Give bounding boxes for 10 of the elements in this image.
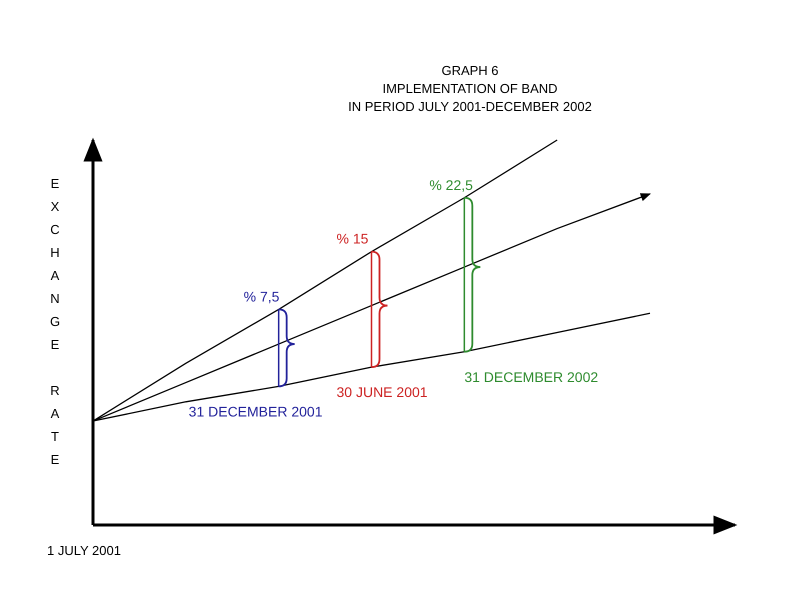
chart-title: GRAPH 6 (441, 63, 499, 78)
chart-subtitle: IMPLEMENTATION OF BAND IN PERIOD JULY 2001-DECEMBER 2002 (348, 81, 592, 114)
annotation: % 22,5 (429, 176, 474, 193)
x-axis-title: 1 JULY 2001 (47, 543, 121, 558)
annotation: 30 JUNE 2001 (336, 384, 428, 400)
annotation: 31 DECEMBER 2002 (464, 368, 598, 385)
text: EXCHANGE RATE (50, 176, 60, 467)
annotation: % 7,5 (244, 288, 280, 304)
annotation: % 15 (336, 230, 369, 247)
annotation: 31 DECEMBER 2001 (188, 403, 323, 420)
